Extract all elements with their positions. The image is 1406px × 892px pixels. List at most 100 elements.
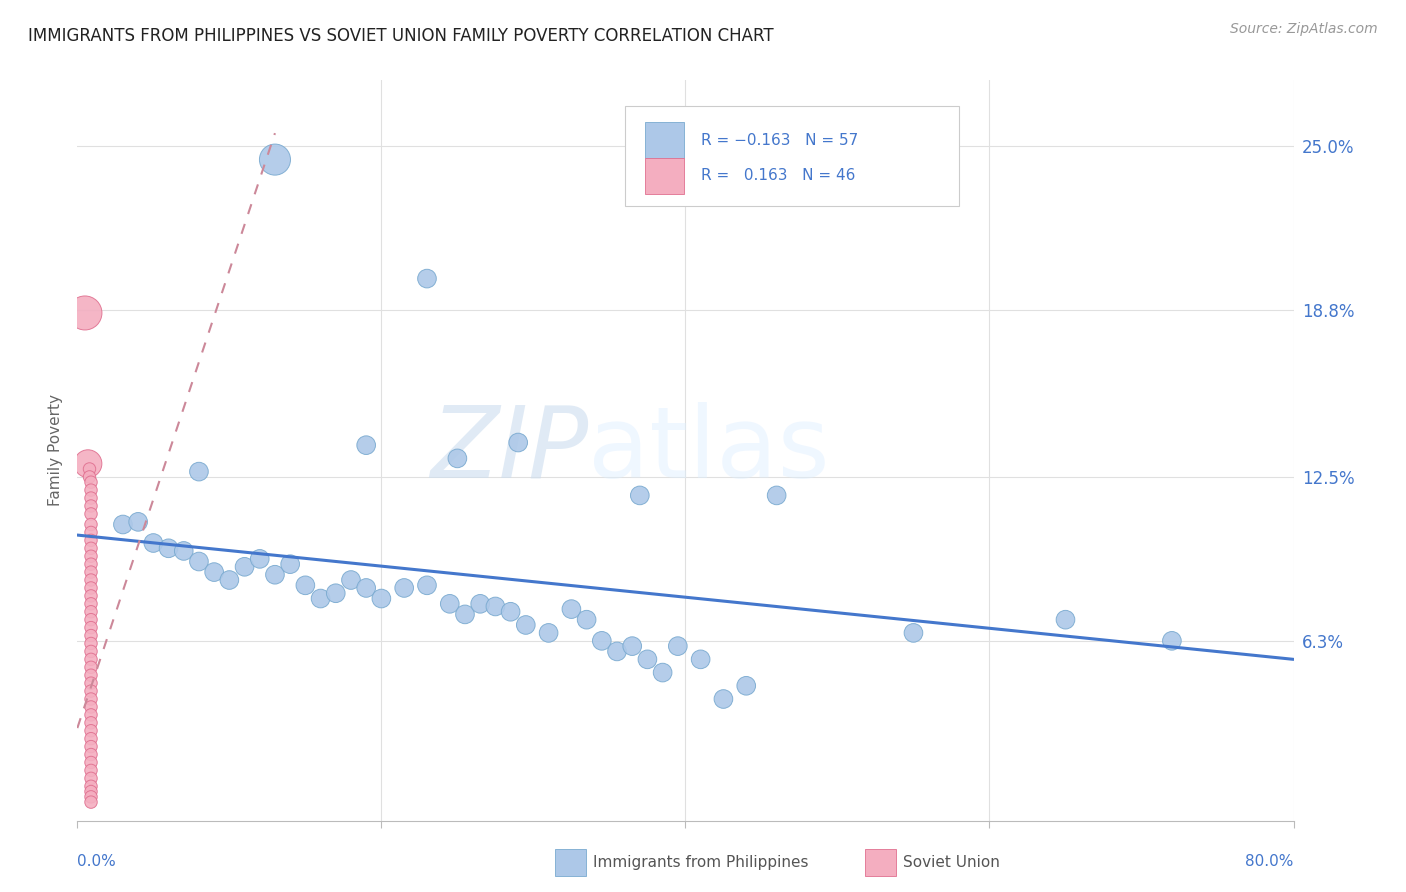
Point: [294, 578, 316, 592]
Point: [249, 552, 271, 566]
Point: [80, 772, 103, 786]
Point: [591, 633, 613, 648]
FancyBboxPatch shape: [645, 158, 685, 194]
Point: [80, 517, 103, 532]
Text: 0.0%: 0.0%: [77, 854, 117, 869]
Point: [188, 465, 211, 479]
Point: [233, 559, 256, 574]
Point: [666, 639, 689, 653]
Point: [80, 636, 103, 650]
Point: [73, 306, 96, 320]
FancyBboxPatch shape: [624, 106, 959, 206]
Point: [80, 549, 103, 564]
Point: [80, 789, 103, 804]
Point: [80, 557, 103, 571]
Point: [392, 581, 415, 595]
Point: [621, 639, 644, 653]
Point: [80, 507, 103, 521]
Point: [508, 435, 530, 450]
Point: [80, 629, 103, 643]
Point: [689, 652, 711, 666]
Point: [354, 438, 377, 452]
Point: [80, 565, 103, 579]
Point: [80, 756, 103, 770]
Point: [80, 715, 103, 730]
Point: [80, 541, 103, 556]
Point: [278, 557, 301, 571]
Y-axis label: Family Poverty: Family Poverty: [48, 394, 63, 507]
Point: [575, 613, 598, 627]
Point: [80, 573, 103, 587]
Text: R =   0.163   N = 46: R = 0.163 N = 46: [702, 169, 856, 183]
Point: [439, 597, 461, 611]
Point: [325, 586, 347, 600]
Text: Source: ZipAtlas.com: Source: ZipAtlas.com: [1230, 22, 1378, 37]
Point: [77, 457, 100, 471]
Point: [735, 679, 758, 693]
Point: [80, 483, 103, 497]
Point: [416, 271, 439, 285]
Point: [80, 707, 103, 722]
Point: [903, 626, 925, 640]
Point: [80, 533, 103, 548]
Point: [80, 731, 103, 746]
Point: [80, 499, 103, 513]
Text: Immigrants from Philippines: Immigrants from Philippines: [593, 855, 808, 870]
Point: [606, 644, 628, 658]
Point: [80, 700, 103, 714]
Point: [157, 541, 180, 556]
Point: [454, 607, 477, 622]
Point: [1161, 633, 1184, 648]
Point: [765, 488, 787, 502]
Point: [80, 747, 103, 762]
Point: [80, 676, 103, 690]
Point: [188, 555, 211, 569]
Point: [446, 451, 468, 466]
Point: [80, 525, 103, 540]
Point: [713, 692, 735, 706]
Point: [80, 491, 103, 505]
Point: [499, 605, 522, 619]
Point: [354, 581, 377, 595]
Point: [80, 660, 103, 674]
Point: [80, 652, 103, 666]
Point: [80, 644, 103, 658]
Point: [80, 668, 103, 682]
Point: [264, 567, 287, 582]
Point: [80, 621, 103, 635]
Point: [111, 517, 134, 532]
Point: [80, 605, 103, 619]
Point: [264, 153, 287, 167]
Point: [79, 462, 101, 476]
Point: [470, 597, 492, 611]
Text: atlas: atlas: [588, 402, 830, 499]
Point: [218, 573, 240, 587]
Point: [79, 470, 101, 484]
Point: [628, 488, 651, 502]
Point: [309, 591, 332, 606]
Point: [80, 723, 103, 738]
Point: [142, 536, 165, 550]
Point: [202, 565, 225, 579]
Text: ZIP: ZIP: [430, 402, 588, 499]
Point: [80, 597, 103, 611]
Point: [80, 613, 103, 627]
Point: [127, 515, 149, 529]
Point: [370, 591, 392, 606]
Point: [416, 578, 439, 592]
Point: [484, 599, 506, 614]
Point: [636, 652, 658, 666]
Point: [80, 784, 103, 798]
Point: [560, 602, 582, 616]
Point: [80, 779, 103, 793]
Point: [80, 589, 103, 603]
Point: [80, 475, 103, 490]
Point: [80, 739, 103, 754]
Point: [340, 573, 363, 587]
Point: [80, 692, 103, 706]
FancyBboxPatch shape: [645, 122, 685, 158]
Point: [80, 684, 103, 698]
Point: [80, 581, 103, 595]
Point: [173, 544, 195, 558]
Text: IMMIGRANTS FROM PHILIPPINES VS SOVIET UNION FAMILY POVERTY CORRELATION CHART: IMMIGRANTS FROM PHILIPPINES VS SOVIET UN…: [28, 27, 773, 45]
